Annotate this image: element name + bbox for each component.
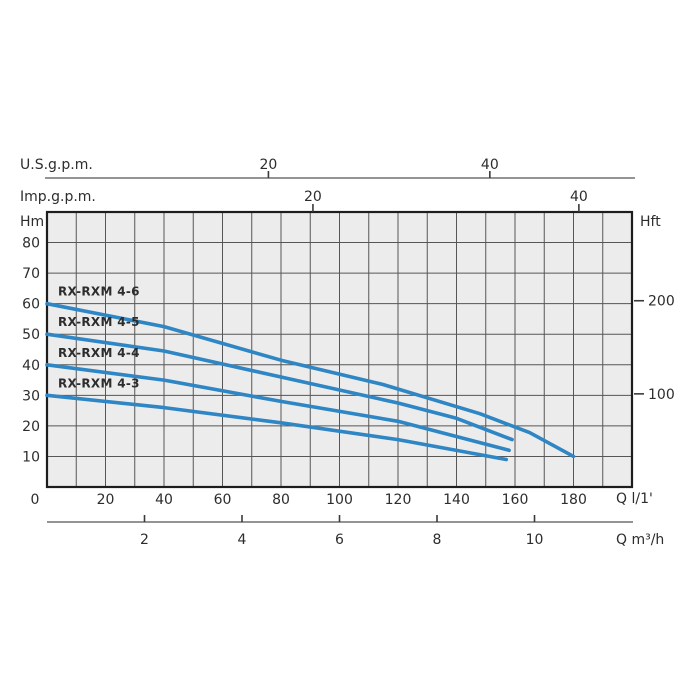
us-gpm-tick-40: 40 bbox=[481, 157, 499, 173]
curve-label-rx-rxm-4-4: RX-RXM 4-4 bbox=[58, 346, 140, 360]
curve-rx-rxm-4-3 bbox=[45, 393, 508, 462]
lpm-axis-tick-140: 140 bbox=[443, 492, 470, 508]
imp-gpm-tick-20: 20 bbox=[304, 189, 322, 205]
flow-lpm-axis-title: Q l/1' bbox=[616, 491, 653, 507]
lpm-axis-tick-180: 180 bbox=[560, 492, 587, 508]
lpm-axis-tick-120: 120 bbox=[385, 492, 412, 508]
left-axis-tick-60: 60 bbox=[22, 297, 40, 313]
curve-rx-rxm-4-5 bbox=[45, 332, 514, 442]
lpm-axis-tick-60: 60 bbox=[214, 492, 232, 508]
imp-gpm-tick-40: 40 bbox=[570, 189, 588, 205]
lpm-axis-tick-20: 20 bbox=[97, 492, 115, 508]
curve-rx-rxm-4-4 bbox=[45, 363, 511, 453]
left-axis-tick-70: 70 bbox=[22, 266, 40, 282]
flow-m3h-axis-title: Q m³/h bbox=[616, 532, 664, 548]
us-gpm-tick-20: 20 bbox=[260, 157, 278, 173]
imp-gpm-axis-title: Imp.g.p.m. bbox=[20, 189, 96, 205]
lpm-axis-tick-40: 40 bbox=[155, 492, 173, 508]
m3h-axis-tick-8: 8 bbox=[433, 532, 442, 548]
curve-rx-rxm-4-6 bbox=[45, 301, 576, 459]
right-axis-tick-200: 200 bbox=[648, 294, 675, 310]
lpm-axis-tick-160: 160 bbox=[502, 492, 529, 508]
left-axis-tick-50: 50 bbox=[22, 327, 40, 343]
left-axis-tick-80: 80 bbox=[22, 236, 40, 252]
us-gpm-axis-title: U.S.g.p.m. bbox=[20, 157, 93, 173]
left-axis-tick-40: 40 bbox=[22, 358, 40, 374]
m3h-axis-tick-2: 2 bbox=[140, 532, 149, 548]
lpm-axis-tick-80: 80 bbox=[272, 492, 290, 508]
curve-label-rx-rxm-4-5: RX-RXM 4-5 bbox=[58, 315, 140, 329]
head-feet-axis-title: Hft bbox=[640, 214, 661, 230]
m3h-axis-tick-10: 10 bbox=[526, 532, 544, 548]
plot-render-root: RX-RXM 4-6 RX-RXM 4-5 RX-RXM 4-4 RX-RXM 4-3… bbox=[22, 157, 675, 548]
plot-border bbox=[45, 210, 634, 489]
left-axis-tick-30: 30 bbox=[22, 388, 40, 404]
head-meters-axis-title: Hm bbox=[20, 214, 44, 230]
m3h-axis-tick-4: 4 bbox=[238, 532, 247, 548]
lpm-axis-tick-0: 0 bbox=[31, 492, 40, 508]
curve-label-rx-rxm-4-6: RX-RXM 4-6 bbox=[58, 285, 140, 299]
m3h-axis-tick-6: 6 bbox=[335, 532, 344, 548]
left-axis-tick-10: 10 bbox=[22, 449, 40, 465]
right-axis-tick-100: 100 bbox=[648, 387, 675, 403]
curve-label-rx-rxm-4-3: RX-RXM 4-3 bbox=[58, 376, 140, 390]
left-axis-tick-20: 20 bbox=[22, 419, 40, 435]
lpm-axis-tick-100: 100 bbox=[326, 492, 353, 508]
